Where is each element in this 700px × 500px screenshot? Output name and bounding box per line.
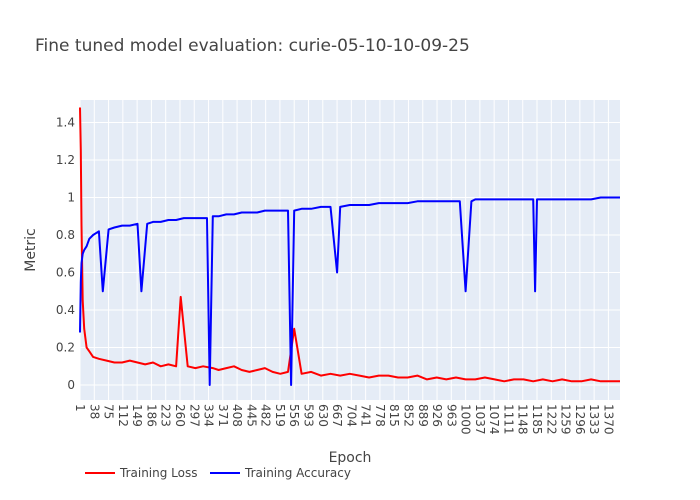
x-tick-label: 297: [187, 404, 201, 427]
x-tick-label: 371: [216, 404, 230, 427]
x-tick-label: 741: [359, 404, 373, 427]
x-tick-label: 815: [387, 404, 401, 427]
legend-label: Training Loss: [119, 466, 197, 480]
y-tick-label: 0.2: [56, 341, 75, 355]
y-tick-label: 0: [67, 378, 75, 392]
y-tick-label: 0.8: [56, 228, 75, 242]
series-line-1: [79, 196, 620, 386]
legend-item-1[interactable]: Training Accuracy: [210, 466, 351, 480]
x-tick-label: 778: [373, 404, 387, 427]
x-tick-label: 1333: [587, 404, 601, 435]
x-tick-label: 149: [130, 404, 144, 427]
x-tick-label: 1: [73, 404, 87, 412]
x-tick-label: 1259: [559, 404, 573, 435]
chart-title: Fine tuned model evaluation: curie-05-10…: [35, 36, 470, 56]
x-tick-label: 852: [401, 404, 415, 427]
x-tick-label: 38: [87, 404, 101, 419]
y-tick-label: 0.4: [56, 303, 75, 317]
y-tick-label: 1.2: [56, 153, 75, 167]
x-tick-label: 1037: [473, 404, 487, 435]
x-tick-label: 519: [273, 404, 287, 427]
x-tick-label: 1296: [573, 404, 587, 435]
x-tick-label: 75: [102, 404, 116, 419]
x-tick-label: 889: [416, 404, 430, 427]
x-tick-label: 1370: [601, 404, 615, 435]
y-tick-label: 1.4: [56, 116, 75, 130]
legend-item-0[interactable]: Training Loss: [85, 466, 197, 480]
x-tick-label: 926: [430, 404, 444, 427]
series-layer: [79, 107, 620, 386]
legend[interactable]: Training Loss Training Accuracy: [85, 466, 351, 480]
x-tick-label: 482: [259, 404, 273, 427]
x-tick-label: 1222: [544, 404, 558, 435]
x-tick-label: 667: [330, 404, 344, 427]
x-tick-label: 260: [173, 404, 187, 427]
x-tick-label: 1185: [530, 404, 544, 435]
x-tick-label: 112: [116, 404, 130, 427]
y-tick-label: 1: [67, 191, 75, 205]
y-axis-label: Metric: [23, 228, 39, 272]
x-tick-label: 223: [159, 404, 173, 427]
x-tick-label: 186: [144, 404, 158, 427]
x-tick-label: 963: [444, 404, 458, 427]
x-tick-label: 704: [344, 404, 358, 427]
x-tick-label: 1111: [501, 404, 515, 435]
x-ticks: 1 38 75 112 149 186 223 260 297 334 371 408 445 482 51…: [73, 404, 615, 435]
y-tick-label: 0.6: [56, 266, 75, 280]
x-tick-label: 1000: [459, 404, 473, 435]
x-tick-label: 630: [316, 404, 330, 427]
grid: [79, 100, 620, 400]
legend-label: Training Accuracy: [244, 466, 351, 480]
x-axis-label: Epoch: [329, 450, 372, 466]
x-tick-label: 556: [287, 404, 301, 427]
x-tick-label: 1148: [516, 404, 530, 435]
x-tick-label: 408: [230, 404, 244, 427]
x-tick-label: 593: [302, 404, 316, 427]
series-line-0: [79, 107, 620, 383]
x-tick-label: 445: [244, 404, 258, 427]
x-tick-label: 334: [202, 404, 216, 427]
x-tick-label: 1074: [487, 404, 501, 435]
plot-background: [80, 100, 620, 400]
y-ticks: 0 0.2 0.4 0.6 0.8 1 1.2 1.4: [56, 116, 75, 393]
